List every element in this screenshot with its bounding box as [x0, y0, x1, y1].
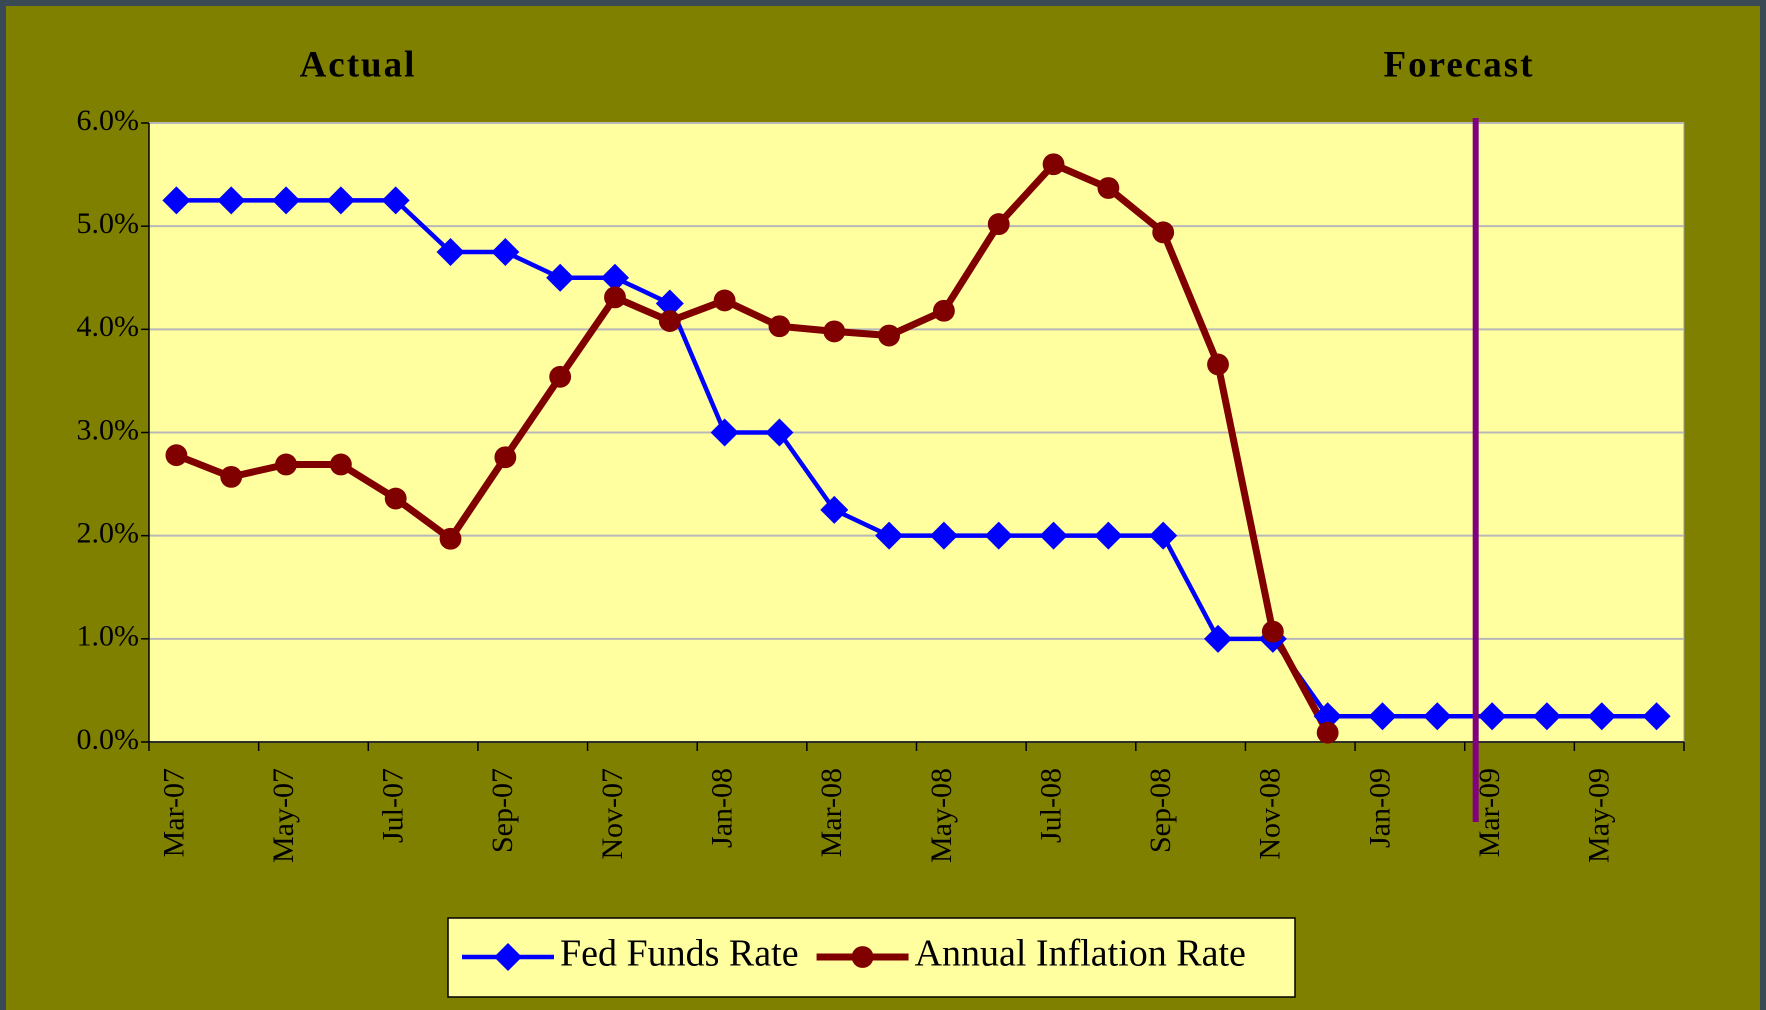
- data-point: [875, 521, 904, 550]
- data-point: [384, 487, 407, 510]
- data-point: [710, 418, 739, 447]
- x-tick-label: Mar-07: [157, 768, 190, 857]
- data-point: [929, 521, 958, 550]
- x-tick-label: Nov-07: [596, 768, 629, 860]
- data-point: [1149, 521, 1178, 550]
- data-point: [1532, 702, 1561, 731]
- data-point: [1094, 521, 1123, 550]
- data-point: [1423, 702, 1452, 731]
- data-point: [1642, 702, 1671, 731]
- x-tick-label: Jul-08: [1034, 768, 1067, 843]
- data-point: [1042, 153, 1065, 176]
- data-point: [604, 286, 626, 309]
- data-point: [987, 213, 1010, 236]
- line: [176, 198, 1657, 719]
- data-point: [932, 299, 955, 322]
- data-point: [329, 453, 352, 476]
- annotation: Forecast: [1384, 44, 1535, 85]
- x-tick-label: Sep-07: [486, 768, 519, 853]
- data-point: [655, 289, 684, 318]
- data-point: [217, 186, 246, 215]
- legend-marker: [494, 943, 522, 971]
- legend-label: Fed Funds Rate: [560, 933, 799, 975]
- data-point: [436, 237, 465, 266]
- data-point: [1316, 721, 1339, 744]
- y-tick-label: 2.0%: [77, 517, 140, 550]
- y-tick-label: 1.0%: [77, 620, 140, 653]
- y-tick-label: 6.0%: [77, 104, 140, 137]
- annotation: Actual: [300, 44, 417, 85]
- x-tick-label: May-08: [925, 768, 958, 863]
- data-point: [1313, 702, 1342, 731]
- y-tick-label: 4.0%: [77, 310, 140, 343]
- data-point: [1587, 702, 1616, 731]
- data-point: [1261, 620, 1284, 643]
- x-tick-label: Jan-08: [706, 768, 739, 848]
- data-point: [768, 315, 791, 338]
- data-point: [165, 444, 188, 467]
- y-tick-label: 5.0%: [77, 207, 140, 240]
- data-point: [1368, 702, 1397, 731]
- data-point: [546, 263, 575, 292]
- data-point: [1204, 624, 1233, 653]
- x-tick-label: Sep-08: [1144, 768, 1177, 853]
- data-point: [162, 186, 191, 215]
- y-tick-label: 3.0%: [77, 413, 140, 446]
- data-point: [220, 465, 243, 488]
- y-tick-label: 0.0%: [77, 723, 140, 756]
- x-tick-label: Mar-08: [815, 768, 848, 857]
- data-point: [326, 186, 355, 215]
- x-tick-label: Jan-09: [1363, 768, 1396, 848]
- data-point: [275, 453, 297, 476]
- data-point: [820, 495, 849, 524]
- data-point: [491, 237, 520, 266]
- data-point: [1478, 702, 1507, 731]
- data-point: [765, 418, 794, 447]
- data-point: [984, 521, 1013, 550]
- data-point: [1207, 353, 1229, 376]
- x-tick-label: Jul-07: [377, 768, 410, 843]
- line: [175, 160, 1331, 735]
- legend-marker: [851, 946, 874, 968]
- data-point: [823, 320, 846, 343]
- legend-label: Annual Inflation Rate: [915, 933, 1246, 975]
- data-point: [1097, 177, 1120, 199]
- data-point: [272, 186, 301, 215]
- x-tick-label: May-09: [1583, 768, 1616, 863]
- data-point: [439, 527, 462, 550]
- data-point: [658, 310, 681, 332]
- x-tick-label: Nov-08: [1254, 768, 1287, 860]
- data-point: [381, 186, 410, 215]
- data-point: [600, 263, 629, 292]
- data-point: [1039, 521, 1068, 550]
- data-point: [549, 365, 572, 388]
- data-point: [713, 289, 736, 312]
- data-point: [494, 446, 517, 469]
- x-tick-label: May-07: [267, 768, 300, 863]
- data-point: [878, 324, 901, 347]
- data-point: [1152, 221, 1175, 244]
